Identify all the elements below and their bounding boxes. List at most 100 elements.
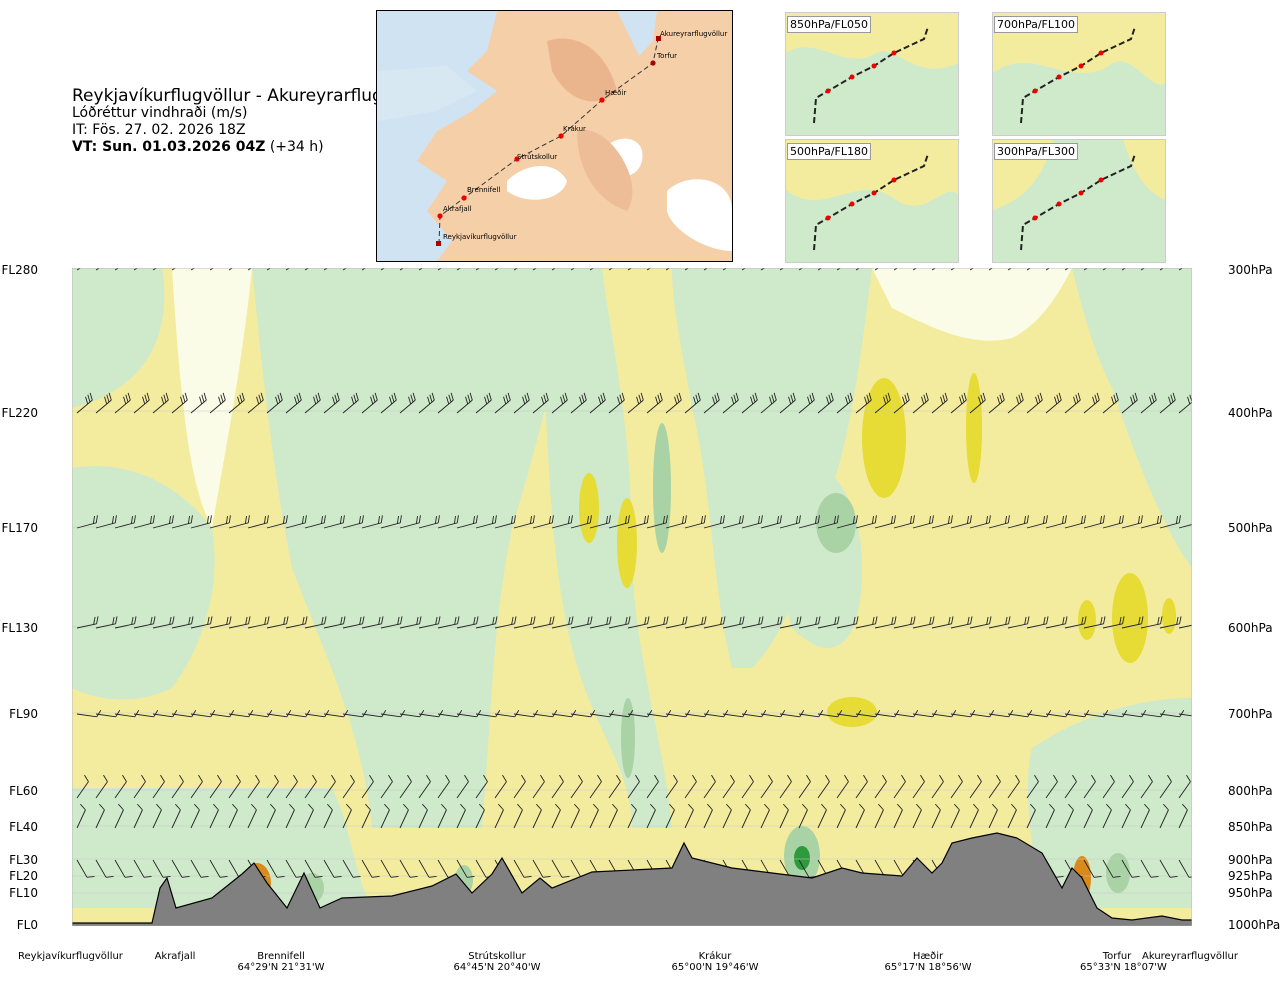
wind-barb-feather [390,875,399,878]
wind-barb [361,616,384,629]
wind-barb-feather [218,396,222,405]
marker-akrafjall [437,213,443,219]
inset-marker [1098,50,1104,56]
fl-label-10: FL10 [9,886,38,900]
wind-barb-feather [562,394,566,403]
wind-barb-shaft [304,859,316,878]
wind-barb-feather [1065,616,1068,624]
wind-barb [912,803,922,829]
wind-barb-shaft [133,713,154,718]
wind-barb-feather [1094,394,1098,403]
wind-barb [76,392,93,414]
wind-barb [266,616,289,629]
wind-barb-feather [849,392,853,401]
wind-barb [703,515,725,529]
wind-barb-shaft [722,399,739,414]
wind-barb [456,392,473,414]
wind-barb [1083,859,1102,878]
wind-barb-feather [999,394,1003,403]
wind-barb-feather [597,774,602,782]
wind-barb [1159,616,1182,629]
wind-barb [1140,859,1159,878]
wind-barb-shaft [1159,781,1172,799]
highland-2 [577,129,633,211]
wind-barb-feather [758,616,761,625]
wind-barb-shaft [456,781,469,799]
wind-barb [551,392,568,414]
wind-barb-shaft [893,522,914,529]
wind-barb-shaft [133,859,145,878]
wind-barb-shaft [171,623,192,629]
wind-barb [513,515,535,529]
wind-barb [171,774,184,799]
wind-barb [741,774,754,799]
wind-barb-feather [707,803,713,811]
wind-barb-feather [731,396,735,405]
wind-barb-feather [182,394,186,403]
wind-barb [513,774,526,799]
fl-label-170: FL170 [1,521,39,535]
wind-barb-feather [863,774,868,782]
strong-updraft [579,473,599,543]
wind-barb [1178,859,1192,878]
wind-barb-shaft [988,809,998,829]
wind-barb-feather [1020,392,1024,401]
wind-barb [1178,774,1191,799]
inset-700hpa-map [993,13,1165,135]
wind-barb [361,710,387,718]
marker-strutskollur [514,156,520,162]
waypoint-coord: 64°45'N 20°40'W [453,962,541,973]
wind-barb-shaft [475,399,492,414]
wind-barb [703,803,713,829]
inset-updraft-area [1123,140,1165,200]
wind-barb [874,392,891,414]
wind-barb-shaft [456,859,468,878]
wind-barb-feather [190,515,193,523]
wind-barb-feather [1077,392,1081,401]
wind-barb [361,803,371,829]
wind-barb [228,774,241,799]
wind-barb-feather [314,875,323,878]
wind-barb-shaft [608,713,629,718]
wind-barb [570,774,583,799]
wind-barb-feather [1179,616,1182,624]
wind-barb-shaft [95,809,105,829]
wind-barb [893,774,906,799]
wind-barb [1159,774,1172,799]
wind-barb-feather [1167,774,1172,782]
wind-barb-feather [1004,515,1007,524]
wind-barb [1178,713,1192,718]
wind-barb-shaft [399,522,420,529]
wind-barb-feather [108,392,112,401]
wind-barb-shaft [950,623,971,629]
wind-barb [285,774,298,799]
wind-barb [741,710,767,718]
wind-barb-shaft [437,399,454,414]
wind-barb-shaft [380,522,401,529]
waypoint-coord: 65°17'N 18°56'W [884,962,972,973]
wind-barb-shaft [513,781,526,799]
wind-barb-feather [524,394,528,403]
wind-barb-feather [1110,774,1115,782]
wind-barb-shaft [608,522,629,529]
wind-barb-feather [992,803,998,811]
marker-haedir [599,97,605,103]
wind-barb-shaft [361,623,382,629]
wind-barb-shaft [893,713,914,718]
wind-barb-feather [131,616,134,625]
highland-1 [547,38,617,102]
wind-barb-feather [602,392,606,401]
wind-barb-feather [1045,515,1048,523]
wind-barb-shaft [798,399,815,414]
waypoint-akrafjall: Akrafjall [140,951,210,962]
wind-barb [228,515,250,529]
wind-barb-shaft [1121,809,1131,829]
wind-barb [171,859,190,878]
wind-barb-feather [989,616,992,624]
wind-barb-feather [229,616,232,624]
wind-barb-feather [446,396,450,405]
wind-barb-feather [657,394,661,403]
wind-barb-shaft [817,522,838,529]
wind-barb [247,515,269,529]
wind-barb [361,515,383,529]
